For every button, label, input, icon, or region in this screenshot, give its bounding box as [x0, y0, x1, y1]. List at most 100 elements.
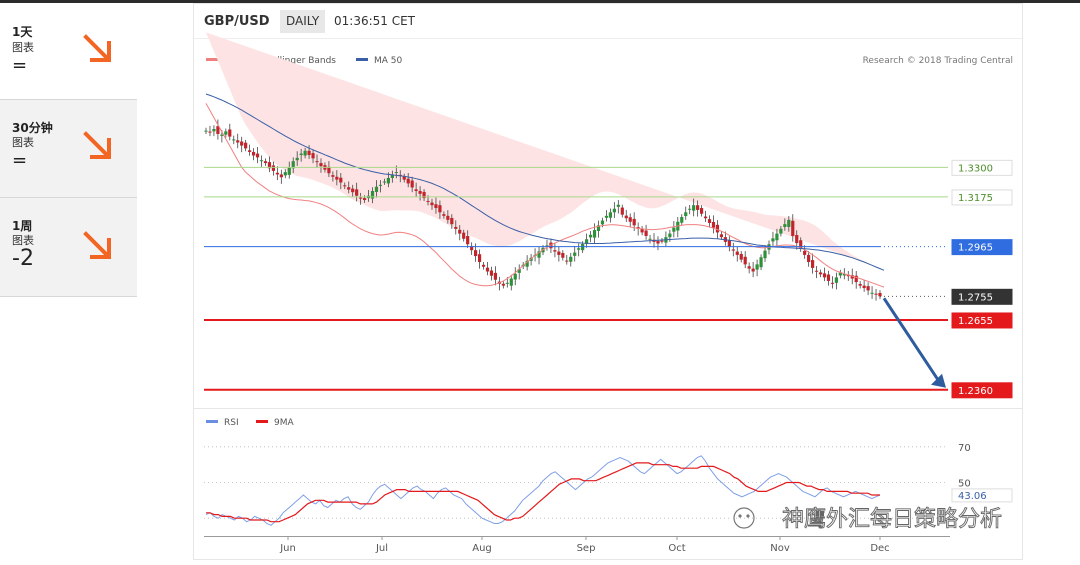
candle-body — [442, 214, 446, 216]
price-chart[interactable]: MA 20 + Bollinger Bands MA 50 Research ©… — [194, 4, 1022, 559]
candle-body — [838, 272, 842, 276]
candle-body — [525, 260, 529, 267]
candle-body — [438, 205, 442, 213]
chart-header: GBP/USD DAILY 01:36:51 CET — [194, 4, 1022, 38]
candle-body — [212, 128, 216, 132]
rsi-tick-label: 70 — [958, 443, 971, 454]
candle-body — [466, 235, 470, 245]
timeframe-signal: = — [12, 150, 28, 171]
candle-body — [402, 176, 406, 180]
timeframe-1d[interactable]: 1天 图表 = — [0, 3, 137, 100]
candle-body — [406, 178, 410, 184]
bollinger-band — [206, 32, 873, 265]
candle-body — [850, 275, 854, 279]
level-label: 1.2755 — [958, 292, 993, 303]
candle-body — [355, 189, 359, 196]
candle-body — [287, 167, 291, 175]
candle-body — [830, 282, 835, 284]
level-label: 1.2655 — [958, 316, 993, 327]
level-label: 1.2360 — [958, 386, 993, 397]
candle-body — [787, 219, 791, 227]
down-arrow-icon — [83, 131, 111, 159]
candle-body — [485, 267, 490, 272]
candle-body — [783, 224, 787, 227]
candle-body — [811, 260, 815, 268]
level-label: 1.2965 — [958, 243, 993, 254]
candle-body — [703, 216, 708, 219]
candle-body — [791, 220, 795, 236]
candle-body — [378, 184, 383, 186]
candle-body — [501, 283, 505, 286]
candle-body — [454, 226, 458, 229]
candle-body — [434, 204, 438, 209]
candle-body — [795, 235, 799, 244]
candle-body — [814, 270, 819, 272]
research-credit: Research © 2018 Trading Central — [863, 56, 1013, 66]
level-label: 1.3300 — [958, 163, 993, 174]
candle-body — [359, 197, 363, 199]
chart-time: 01:36:51 CET — [334, 14, 415, 28]
candle-body — [362, 198, 367, 200]
candle-body — [870, 292, 874, 294]
candle-body — [715, 224, 720, 233]
candle-body — [735, 251, 739, 255]
candle-body — [612, 208, 616, 213]
chart-panel: GBP/USD DAILY 01:36:51 CET MA 20 + Bolli… — [193, 3, 1023, 560]
candle-body — [382, 181, 387, 183]
rsi-line — [205, 455, 881, 526]
x-axis: Jun Jul Aug Sep Oct Nov Dec — [279, 536, 890, 554]
candle-body — [295, 157, 299, 161]
candle-body — [644, 230, 648, 236]
timeframe-1w[interactable]: 1周 图表 -2 — [0, 198, 137, 297]
candle-body — [470, 246, 474, 251]
candle-body — [751, 268, 755, 272]
candle-body — [771, 238, 775, 242]
candle-body — [477, 254, 482, 262]
candle-body — [240, 141, 244, 146]
candle-body — [263, 161, 268, 164]
candle-body — [275, 172, 279, 175]
candle-body — [220, 134, 224, 136]
candle-body — [624, 215, 628, 219]
candle-body — [779, 228, 783, 234]
candle-body — [339, 177, 343, 183]
legend-swatch-ma50 — [356, 58, 368, 61]
candle-body — [513, 273, 517, 280]
rsi-tick-label: 50 — [958, 479, 971, 490]
candle-body — [680, 217, 684, 223]
candle-body — [347, 187, 351, 190]
candle-body — [739, 253, 743, 260]
timeframe-30m[interactable]: 30分钟 图表 = — [0, 100, 137, 198]
candle-body — [854, 275, 858, 283]
candle-body — [707, 219, 712, 223]
candle-body — [799, 240, 803, 249]
timeframe-label: 1天 — [12, 25, 33, 39]
level-label: 1.3175 — [958, 193, 993, 204]
level-label-box — [951, 159, 1013, 176]
timeframe-sub: 图表 — [12, 136, 34, 149]
candle-body — [315, 161, 319, 163]
candle-body — [283, 172, 287, 176]
candle-body — [493, 272, 498, 280]
candle-body — [842, 273, 846, 276]
candle-body — [331, 175, 335, 177]
candle-body — [672, 227, 676, 232]
candle-body — [858, 284, 862, 286]
candle-body — [307, 150, 311, 156]
candle-body — [517, 269, 521, 273]
candle-body — [632, 218, 636, 226]
candle-body — [303, 150, 307, 156]
legend-swatch-ma20 — [206, 58, 218, 61]
candle-body — [343, 185, 347, 187]
candle-body — [688, 208, 692, 210]
candle-body — [727, 239, 731, 247]
x-tick-label: Jul — [375, 543, 388, 554]
candle-body — [692, 205, 696, 211]
timeframe-sub: 图表 — [12, 41, 34, 54]
candle-body — [588, 234, 593, 238]
period-selector[interactable]: DAILY — [280, 10, 326, 33]
candle-body — [505, 282, 509, 284]
candle-body — [311, 153, 315, 159]
candle-body — [267, 162, 272, 169]
candle-body — [390, 174, 394, 178]
